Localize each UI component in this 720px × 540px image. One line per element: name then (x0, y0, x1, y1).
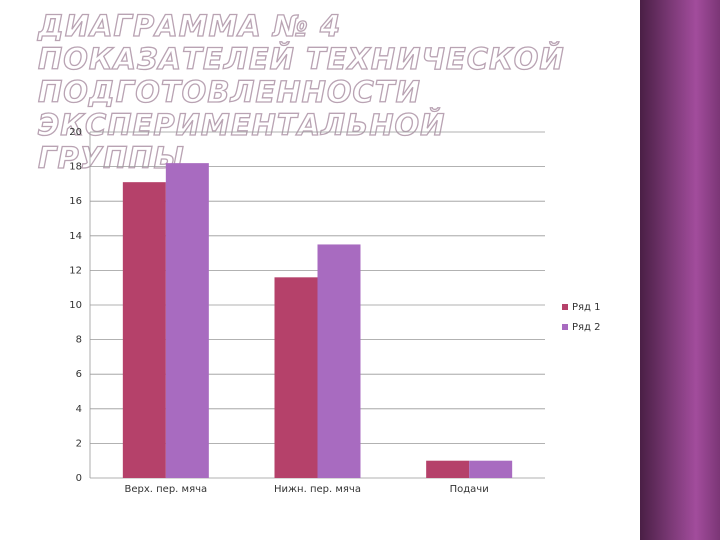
x-tick-label: Подачи (450, 484, 489, 495)
y-tick-label: 10 (69, 300, 82, 311)
y-tick-label: 6 (76, 369, 82, 380)
y-tick-label: 20 (69, 127, 82, 138)
legend-swatch (562, 304, 568, 310)
y-tick-label: 4 (76, 404, 82, 415)
bar (469, 460, 513, 478)
legend-label: Ряд 1 (572, 302, 601, 313)
y-tick-label: 16 (69, 196, 82, 207)
legend-label: Ряд 2 (572, 322, 601, 333)
x-tick-label: Верх. пер. мяча (125, 484, 208, 495)
y-tick-label: 0 (76, 473, 82, 484)
bar (426, 460, 470, 478)
bar (122, 182, 166, 479)
bar (274, 277, 318, 478)
y-tick-label: 18 (69, 162, 82, 173)
bar (317, 244, 361, 478)
bar (165, 163, 209, 478)
y-tick-label: 2 (76, 438, 82, 449)
chart: 0 2 4 6 8 10 12 14 16 18 20 Верх. пер. мяча Нижн. пе… (69, 127, 601, 495)
x-tick-label: Нижн. пер. мяча (274, 484, 361, 495)
chart-title: ДИАГРАММА № 4 ПОКАЗАТЕЛЕЙ ТЕХНИЧЕСКОЙ ПО… (37, 9, 565, 175)
y-tick-label: 12 (69, 265, 82, 276)
legend-swatch (562, 324, 568, 330)
y-tick-label: 14 (69, 231, 82, 242)
y-tick-label: 8 (76, 335, 82, 346)
decorative-strip (640, 0, 720, 540)
